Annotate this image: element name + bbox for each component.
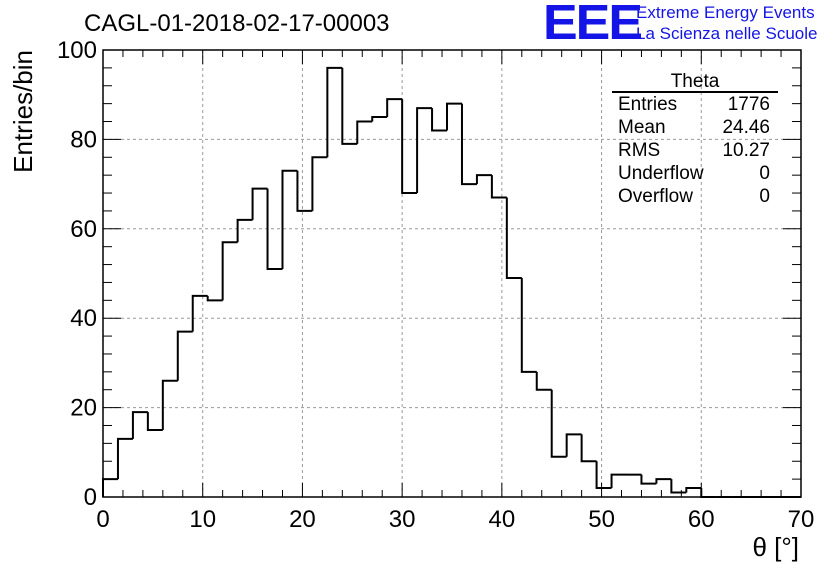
x-tick-label: 20 <box>289 506 316 533</box>
stats-label: Entries <box>618 94 678 115</box>
x-tick-label: 60 <box>688 506 715 533</box>
histogram-bin <box>341 67 358 145</box>
histogram-bin <box>640 474 657 485</box>
histogram-bin <box>146 412 163 431</box>
x-tick-label: 10 <box>189 506 216 533</box>
histogram-bin <box>371 116 388 122</box>
histogram-bin <box>281 169 298 270</box>
histogram-bin <box>490 175 507 199</box>
histogram-bin <box>102 478 118 497</box>
histogram-bin <box>685 487 702 493</box>
histogram-bin <box>670 479 687 494</box>
histogram-bin <box>161 379 178 430</box>
x-axis-label: θ [°] <box>752 532 799 562</box>
y-tick-label: 40 <box>70 305 97 332</box>
histogram-bin <box>416 107 433 194</box>
histogram-bin <box>460 103 477 186</box>
x-tick-label: 30 <box>389 506 416 533</box>
histogram-bin <box>116 437 133 480</box>
stats-label: RMS <box>618 140 661 161</box>
y-axis-label: Entries/bin <box>8 50 38 173</box>
histogram-bin <box>401 99 418 195</box>
y-tick-label: 20 <box>70 395 97 422</box>
y-tick-label: 60 <box>70 216 97 243</box>
histogram-bin <box>221 241 238 301</box>
x-tick-label: 40 <box>489 506 516 533</box>
histogram-bin <box>266 188 283 271</box>
stats-label: Underflow <box>618 163 704 184</box>
histogram-bin <box>610 473 627 489</box>
histogram-bin <box>326 66 343 158</box>
histogram-bin <box>520 277 537 373</box>
histogram-bin <box>565 433 582 457</box>
histogram-bin <box>550 389 567 458</box>
histogram-bin <box>296 170 313 212</box>
stats-title: Theta <box>612 72 778 93</box>
histogram-bin <box>505 197 522 279</box>
histogram-bin <box>176 330 193 381</box>
x-tick-label: 50 <box>588 506 615 533</box>
histogram-bin <box>431 108 448 132</box>
x-tick-label: 0 <box>96 506 109 533</box>
y-tick-label: 100 <box>57 37 97 64</box>
histogram-bin <box>251 187 268 220</box>
histogram-bin <box>475 174 492 185</box>
stats-row-rms: RMS 10.27 <box>612 139 778 162</box>
histogram-bin <box>356 120 373 144</box>
stats-value: 10.27 <box>722 140 770 161</box>
y-tick-label: 80 <box>70 126 97 153</box>
histogram-bin <box>206 295 223 302</box>
histogram-bin <box>446 102 462 131</box>
stats-value: 24.46 <box>722 117 770 138</box>
eee-logo: EEE <box>543 0 643 51</box>
stats-value: 1776 <box>727 94 770 115</box>
stats-row-mean: Mean 24.46 <box>612 116 778 139</box>
logo-subtitle-2: La Scienza nelle Scuole <box>636 24 818 43</box>
histogram-bin <box>236 218 253 243</box>
run-title: CAGL-01-2018-02-17-00003 <box>84 10 390 37</box>
histogram-bin <box>535 371 552 391</box>
histogram-bin <box>386 98 403 118</box>
stats-label: Mean <box>618 117 666 138</box>
stats-value: 0 <box>759 186 770 207</box>
tick-labels: 0 10 20 30 40 50 60 70 0 20 40 60 80 100 <box>57 37 814 533</box>
stats-box: Theta Entries 1776 Mean 24.46 RMS 10.27 … <box>612 72 778 208</box>
stats-row-underflow: Underflow 0 <box>612 162 778 185</box>
histogram-bin <box>700 488 717 498</box>
stats-row-entries: Entries 1776 <box>612 93 778 116</box>
histogram-bin <box>580 434 597 463</box>
histogram-bin <box>655 478 672 484</box>
x-tick-label: 70 <box>788 506 815 533</box>
stats-label: Overflow <box>618 186 693 207</box>
histogram-bin <box>311 156 328 211</box>
histogram-bin <box>191 294 208 332</box>
plot-frame <box>102 49 802 498</box>
stats-row-overflow: Overflow 0 <box>612 185 778 208</box>
histogram-bin <box>595 461 612 490</box>
stats-value: 0 <box>759 163 770 184</box>
logo-subtitle-1: Extreme Energy Events <box>636 3 815 22</box>
histogram-bin <box>131 411 148 439</box>
y-tick-label: 0 <box>84 484 97 511</box>
